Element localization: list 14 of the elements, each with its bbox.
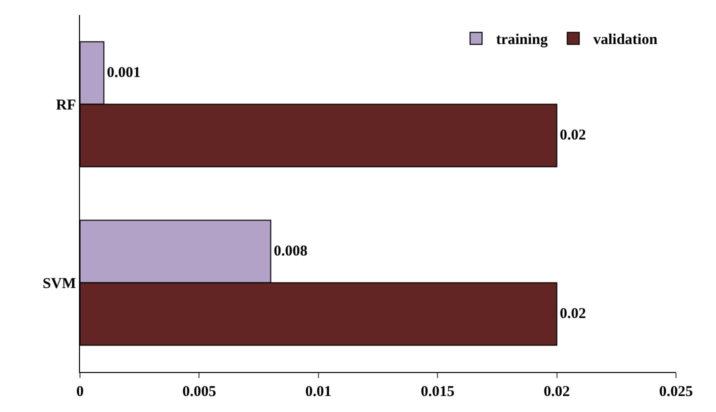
y-tick-label: SVM [42, 276, 76, 292]
x-tick-label: 0.025 [659, 384, 693, 400]
data-label: 0.001 [106, 65, 141, 82]
x-tick-label: 0.015 [420, 384, 454, 400]
data-label: 0.02 [560, 127, 586, 144]
data-label: 0.008 [274, 244, 308, 260]
x-tick-label: 0.01 [305, 384, 332, 400]
y-tick-label: RF [56, 98, 76, 114]
legend-label: training [496, 32, 548, 48]
x-tick-label: 0 [76, 384, 84, 400]
x-tick-label: 0.005 [182, 384, 216, 400]
x-tick-label: 0.02 [544, 384, 570, 400]
legend-label: validation [593, 32, 658, 48]
data-label: 0.02 [560, 306, 586, 322]
